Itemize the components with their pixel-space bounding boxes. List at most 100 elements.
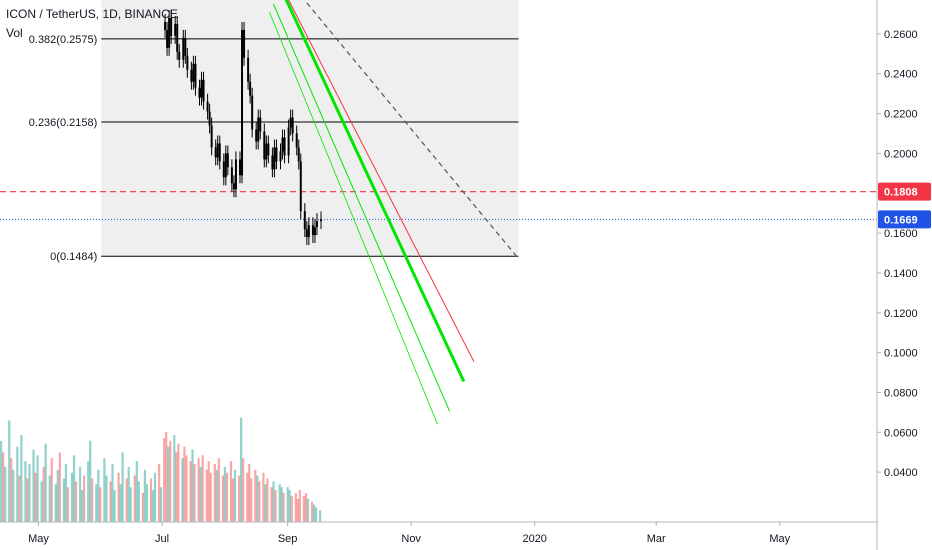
- volume-bar: [40, 481, 43, 522]
- candle-body: [281, 137, 284, 152]
- candle-body: [287, 127, 290, 156]
- volume-bar: [306, 498, 310, 522]
- volume-bar: [56, 469, 59, 522]
- time-tick-label: Jul: [155, 533, 169, 545]
- symbol-legend: ICON / TetherUS, 1D, BINANCE: [6, 7, 178, 21]
- candle-body: [303, 211, 306, 230]
- candle-body: [168, 17, 171, 48]
- volume-bar: [10, 458, 13, 522]
- candle-body: [295, 133, 298, 148]
- price-tick-label: 0.0800: [884, 387, 918, 399]
- candle-body: [202, 79, 205, 102]
- time-tick-label: 2020: [522, 533, 546, 545]
- volume-bar: [233, 469, 237, 522]
- volume-bar: [177, 443, 180, 522]
- volume-bar: [8, 420, 11, 522]
- volume-bar: [72, 455, 76, 522]
- volume-bar: [248, 464, 251, 522]
- volume-bar: [250, 478, 253, 522]
- candle-body: [182, 37, 185, 60]
- volume-bar: [298, 490, 301, 522]
- volume-bar: [133, 475, 136, 522]
- volume-bar: [129, 487, 132, 522]
- volume-bar: [217, 458, 220, 522]
- trend-line-green-thick: [284, 0, 466, 383]
- volume-bar: [12, 469, 15, 522]
- price-tick-label: 0.1200: [884, 308, 918, 320]
- volume-bar: [205, 469, 208, 522]
- volume-bar: [213, 464, 216, 522]
- volume-bar: [36, 455, 39, 522]
- volume-bar: [97, 469, 100, 522]
- volume-bar: [125, 478, 128, 522]
- volume-bar: [312, 504, 316, 522]
- volume-bar: [240, 417, 243, 522]
- candle-body: [176, 23, 179, 52]
- volume-bar: [50, 458, 53, 522]
- volume-bar: [160, 487, 163, 522]
- volume-bar: [143, 469, 147, 522]
- time-tick-label: Mar: [647, 533, 666, 545]
- volume-bar: [229, 461, 233, 522]
- volume-bar: [314, 507, 318, 522]
- candle-body: [255, 129, 258, 142]
- volume-bar: [274, 490, 277, 522]
- candle-body: [198, 87, 201, 98]
- volume-bar: [91, 478, 94, 522]
- candle-body: [247, 57, 250, 82]
- volume-bar: [231, 478, 235, 522]
- candle-body: [238, 159, 241, 176]
- volume-bar: [193, 464, 196, 522]
- candle-body: [265, 143, 268, 160]
- candle-body: [218, 143, 221, 162]
- volume-bar: [103, 458, 106, 522]
- price-tick-label: 0.2000: [884, 148, 918, 160]
- volume-bar: [54, 484, 57, 522]
- candle-body: [307, 225, 310, 238]
- candle-body: [216, 143, 219, 158]
- time-tick-label: Nov: [401, 533, 421, 545]
- volume-bar: [26, 478, 29, 522]
- candle-body: [206, 101, 209, 112]
- candle-body: [259, 117, 262, 132]
- price-tick-label: 0.0400: [884, 467, 918, 479]
- volume-bar: [165, 432, 168, 522]
- volume-bar: [74, 481, 78, 522]
- volume-bar: [151, 490, 155, 522]
- candle-body: [170, 17, 173, 36]
- candle-body: [208, 111, 211, 126]
- candle-body: [305, 229, 308, 238]
- volume-bar: [207, 461, 210, 522]
- candle-body: [271, 155, 274, 170]
- volume-bar: [280, 487, 283, 522]
- volume-bar: [105, 475, 108, 522]
- candle-body: [263, 131, 266, 160]
- price-tick-label: 0.2600: [884, 29, 918, 41]
- volume-bar: [34, 472, 37, 522]
- volume-bar: [310, 501, 314, 522]
- volume-bar: [221, 475, 225, 522]
- volume-bar: [83, 475, 86, 522]
- volume-bar: [64, 464, 68, 522]
- volume-bar: [215, 469, 218, 522]
- candle-body: [243, 29, 246, 58]
- candle-body: [234, 159, 237, 190]
- volume-bar: [109, 481, 112, 522]
- volume-bar: [246, 472, 249, 522]
- candle-body: [283, 137, 286, 156]
- candle-body: [289, 117, 292, 128]
- candle-body: [166, 29, 169, 48]
- plot-area: [0, 0, 877, 522]
- price-tick-label: 0.1400: [884, 268, 918, 280]
- volume-bar: [111, 464, 114, 522]
- volume-bar: [191, 449, 194, 522]
- candle-body: [320, 219, 323, 222]
- volume-bar: [89, 440, 92, 522]
- trend-line-green-thin-1: [272, 3, 451, 412]
- volume-bar: [16, 446, 19, 522]
- volume-bar: [272, 481, 275, 522]
- time-tick-label: Sep: [278, 533, 298, 545]
- volume-bar: [223, 466, 227, 522]
- volume-legend: Vol: [6, 26, 23, 40]
